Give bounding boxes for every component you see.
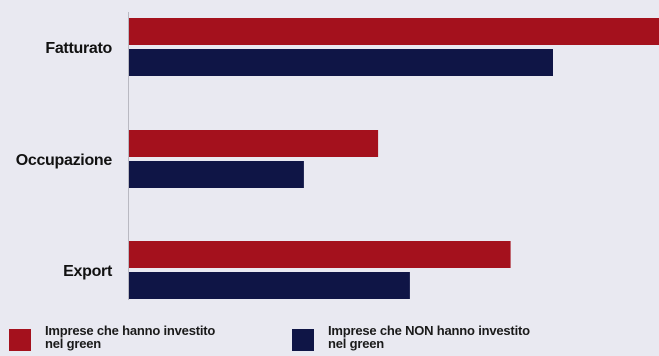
bar-export-not-invested [129, 272, 410, 299]
category-label-occupazione: Occupazione [16, 152, 113, 169]
legend-item-invested: Imprese che hanno investito nel green [9, 324, 215, 351]
legend-label-not-invested-line2: nel green [328, 336, 384, 351]
legend-label-not-invested-line1: Imprese che NON hanno investito [328, 323, 530, 338]
category-label-export: Export [63, 263, 113, 280]
legend-label-invested-line1: Imprese che hanno investito [45, 323, 216, 338]
legend: Imprese che hanno investito nel green Im… [0, 324, 659, 356]
legend-label-invested-line2: nel green [45, 336, 101, 351]
bar-export-invested [129, 241, 511, 268]
legend-item-not-invested: Imprese che NON hanno investito nel gree… [292, 324, 530, 351]
bar-occupazione-not-invested [129, 161, 304, 188]
bar-chart-plot: Fatturato Occupazione Export [16, 12, 659, 300]
legend-swatch-invested [9, 329, 31, 351]
bar-fatturato-invested [129, 18, 659, 45]
category-label-fatturato: Fatturato [45, 40, 112, 57]
legend-swatch-not-invested [292, 329, 314, 351]
bar-occupazione-invested [129, 130, 379, 157]
bar-fatturato-not-invested [129, 49, 553, 76]
